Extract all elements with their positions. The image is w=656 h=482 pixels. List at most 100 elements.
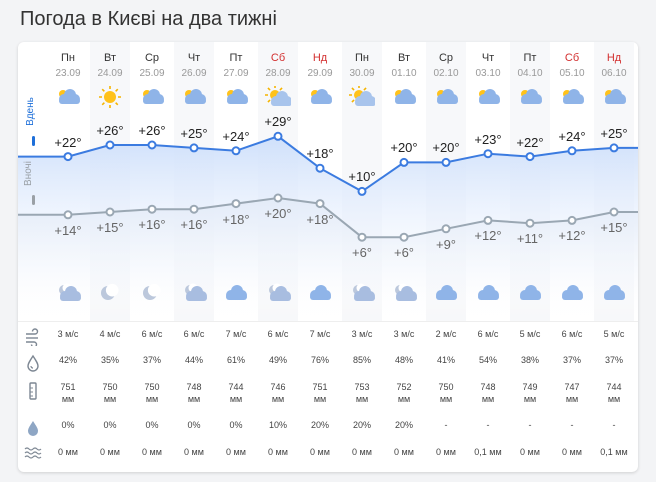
precipitation-value: 0 мм — [520, 447, 540, 457]
day-point — [441, 157, 451, 167]
weekday-label: Ср — [438, 52, 454, 64]
day-temp: +23° — [474, 131, 502, 147]
pressure-unit: мм — [313, 394, 327, 404]
day-point — [525, 152, 535, 162]
day-temp: +22° — [516, 134, 544, 150]
day-point — [357, 186, 367, 196]
precipitation-value: 0,1 мм — [474, 447, 502, 457]
wind-value: 6 м/с — [141, 329, 163, 339]
pressure-value: 749 — [522, 382, 538, 392]
day-temp: +29° — [264, 114, 292, 130]
precipitation-value: 0 мм — [142, 447, 162, 457]
humidity-value: 38% — [520, 355, 539, 365]
date-label: 05.10 — [559, 68, 585, 79]
date-label: 28.09 — [265, 68, 291, 79]
cloud-moon-icon — [395, 283, 417, 301]
night-temp: +6° — [351, 245, 373, 261]
day-temp: +10° — [348, 169, 376, 185]
weekday-label: Нд — [606, 52, 622, 64]
cloud-icon — [520, 285, 541, 300]
cloud-moon-icon — [59, 283, 81, 301]
pressure-value: 748 — [480, 382, 496, 392]
cloud-sun-icon — [59, 89, 80, 104]
cloud-sun-icon — [143, 89, 164, 104]
date-label: 29.09 — [307, 68, 333, 79]
date-label: 30.09 — [349, 68, 375, 79]
night-temp: +18° — [222, 211, 250, 227]
day-temp: +26° — [96, 123, 124, 138]
day-temp: +26° — [138, 123, 166, 138]
sun-cloud-icon — [265, 86, 291, 106]
precip-probability-value: 0% — [61, 420, 75, 430]
night-temp: +14° — [54, 222, 82, 238]
night-point — [567, 215, 577, 225]
sun-icon — [99, 86, 121, 108]
forecast-card: Пн 23.09 +22° +14° 3 м/с 42% 751 мм 0% 0 мм Вт 24.0… — [18, 42, 638, 472]
date-label: 26.09 — [181, 68, 207, 79]
date-label: 03.10 — [475, 68, 501, 79]
divider — [18, 321, 638, 322]
day-point — [399, 157, 409, 167]
pressure-unit: мм — [271, 394, 285, 404]
weekday-label: Чт — [481, 52, 495, 64]
precipitation-value: 0 мм — [226, 447, 246, 457]
date-label: 24.09 — [97, 68, 123, 79]
precip-probability-value: - — [612, 420, 616, 430]
cloud-icon — [478, 285, 499, 300]
precipitation-value: 0 мм — [184, 447, 204, 457]
cloud-sun-icon — [479, 89, 500, 104]
pressure-unit: мм — [103, 394, 117, 404]
pressure-unit: мм — [607, 394, 621, 404]
humidity-value: 37% — [604, 355, 623, 365]
precipitation-value: 0 мм — [562, 447, 582, 457]
day-point — [147, 140, 157, 150]
day-point — [63, 152, 73, 162]
pressure-value: 750 — [102, 382, 118, 392]
humidity-value: 76% — [310, 355, 329, 365]
cloud-icon — [562, 285, 583, 300]
night-side-label: Вночі — [22, 161, 34, 186]
moon-icon — [101, 283, 119, 300]
night-point — [399, 232, 409, 242]
precip-probability-value: 0% — [187, 420, 201, 430]
wind-value: 3 м/с — [393, 329, 415, 339]
precip-probability-value: 0% — [145, 420, 159, 430]
wind-value: 4 м/с — [99, 329, 121, 339]
cloud-icon — [226, 285, 247, 300]
humidity-value: 41% — [436, 355, 455, 365]
pressure-value: 750 — [144, 382, 160, 392]
wind-icon — [26, 328, 39, 346]
cloud-icon — [604, 285, 625, 300]
cloud-moon-icon — [353, 283, 375, 301]
precipitation-value: 0 мм — [436, 447, 456, 457]
day-point — [189, 143, 199, 153]
night-temp: +18° — [306, 211, 334, 227]
cloud-sun-icon — [605, 89, 626, 104]
pressure-value: 746 — [270, 382, 286, 392]
weekday-label: Вт — [103, 52, 116, 64]
precipitation-value: 0 мм — [268, 447, 288, 457]
night-temp: +16° — [138, 217, 166, 233]
cloud-sun-icon — [437, 89, 458, 104]
night-point — [231, 199, 241, 209]
pressure-icon — [29, 382, 37, 400]
night-temp: +11° — [516, 231, 544, 247]
weekday-label: Пн — [355, 52, 369, 64]
pressure-value: 752 — [396, 382, 412, 392]
day-temp: +24° — [558, 128, 586, 144]
cloud-icon — [436, 285, 457, 300]
night-temp: +16° — [180, 217, 208, 233]
sun-cloud-icon — [349, 86, 375, 106]
day-point — [273, 131, 283, 141]
pressure-unit: мм — [187, 394, 201, 404]
humidity-value: 49% — [268, 355, 287, 365]
cloud-sun-icon — [185, 89, 206, 104]
night-temp: +12° — [474, 228, 502, 244]
weekday-label: Сб — [564, 52, 580, 64]
night-point — [609, 207, 619, 217]
night-point — [105, 207, 115, 217]
day-line — [18, 135, 638, 193]
pressure-unit: мм — [397, 394, 411, 404]
moon-icon — [143, 283, 161, 300]
wind-value: 5 м/с — [603, 329, 625, 339]
